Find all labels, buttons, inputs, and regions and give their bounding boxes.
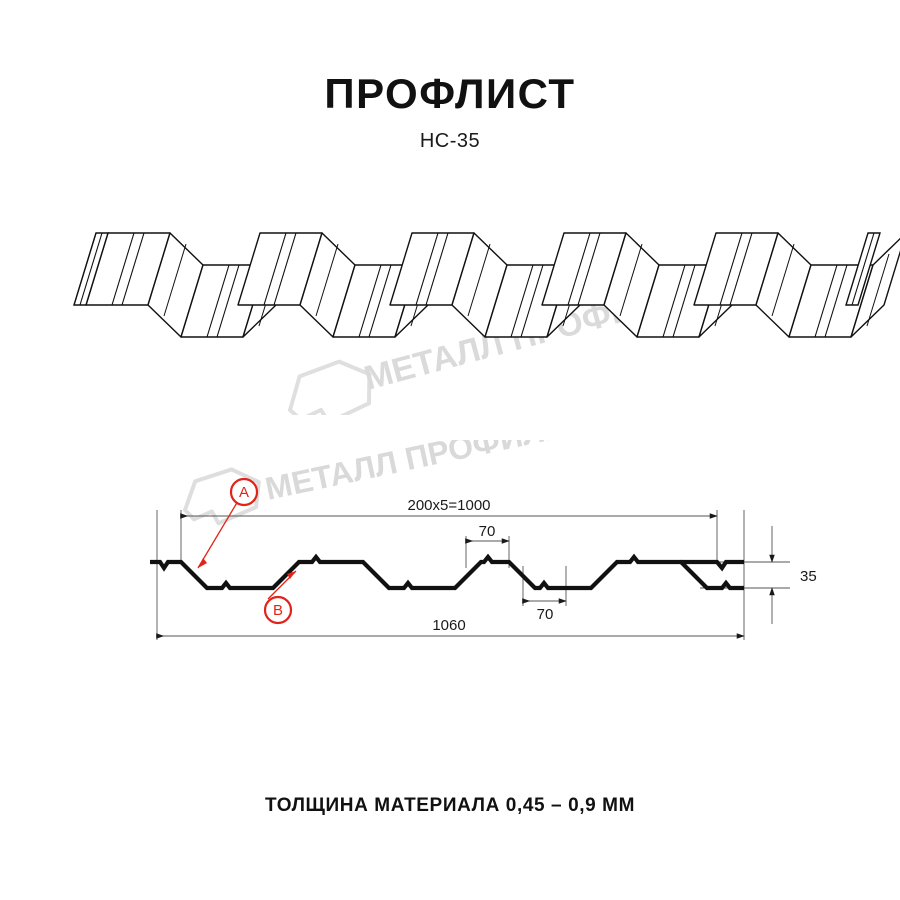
dimension-lines (156, 513, 775, 639)
page-title: ПРОФЛИСТ (324, 70, 576, 117)
dim-pitch-total: 200x5=1000 (408, 497, 491, 514)
profile-outline (150, 553, 744, 591)
callout-b: B (263, 570, 297, 625)
perspective-figure: МЕТАЛЛ ПРОФИЛЬ (0, 215, 900, 415)
profile-cross-section: МЕТАЛЛ ПРОФИЛЬ (150, 440, 817, 640)
dim-overall-width: 1060 (432, 617, 465, 634)
dim-height: 35 (800, 568, 817, 585)
header: ПРОФЛИСТ НС-35 (0, 70, 900, 153)
left-edge (73, 232, 109, 306)
material-thickness-note: ТОЛЩИНА МАТЕРИАЛА 0,45 – 0,9 ММ (264, 795, 636, 816)
sheet-body (73, 232, 900, 338)
corrugated-sheet-3d-view: МЕТАЛЛ ПРОФИЛЬ (73, 232, 900, 415)
dim-crest-width: 70 (479, 523, 496, 540)
section-figure: МЕТАЛЛ ПРОФИЛЬ (0, 440, 900, 680)
callout-a-label: A (239, 484, 249, 501)
right-edge (845, 232, 881, 306)
callout-a-circle (229, 477, 259, 507)
callout-a: A (197, 477, 259, 569)
product-code: НС-35 (419, 130, 481, 153)
callout-b-label: B (273, 602, 283, 619)
dim-valley-width: 70 (537, 606, 554, 623)
callout-b-circle (263, 595, 293, 625)
